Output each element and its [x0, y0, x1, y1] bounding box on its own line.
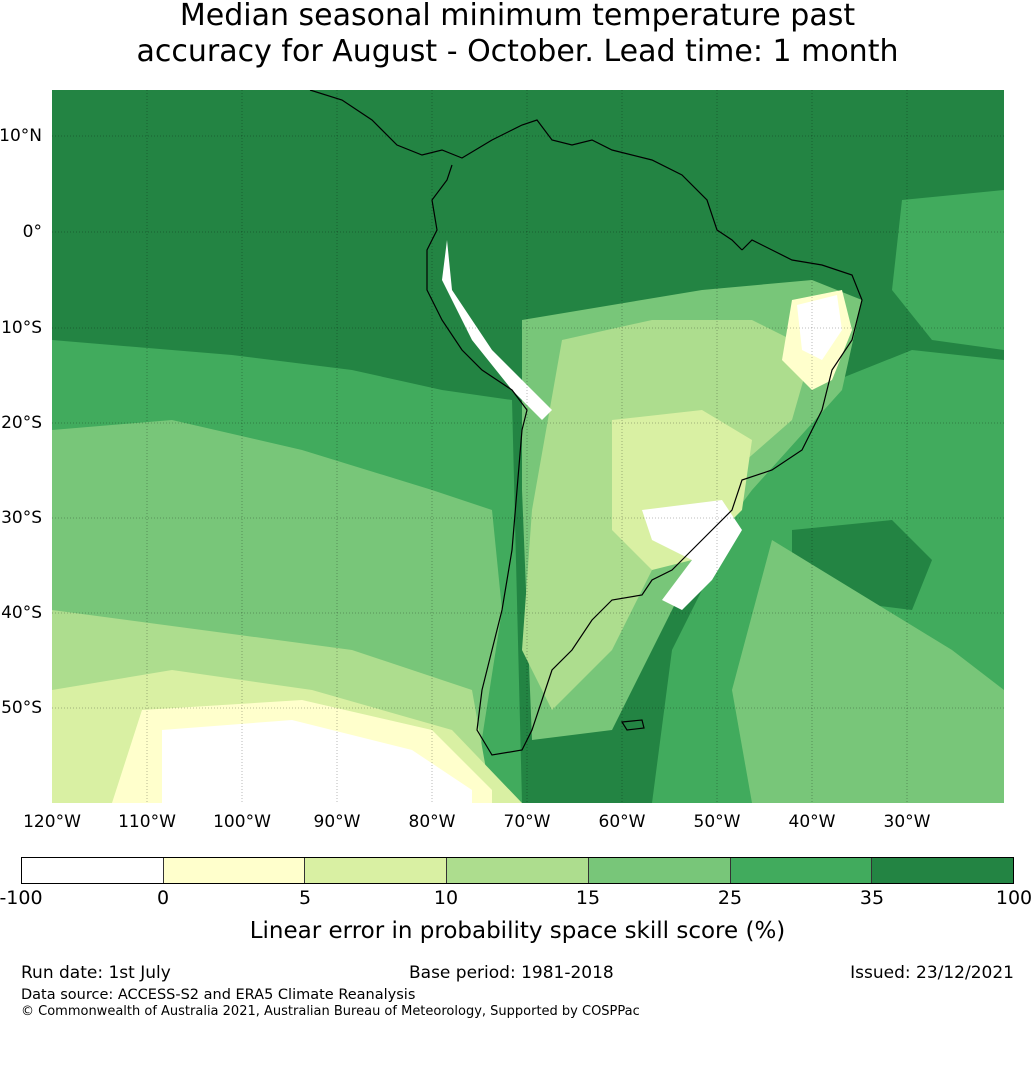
colorbar-tick: 15: [575, 887, 601, 909]
lon-label-110w: 110°W: [118, 812, 176, 832]
lat-label-10n: 10°N: [0, 126, 42, 146]
lon-label-120w: 120°W: [23, 812, 81, 832]
colorbar-tick: 5: [298, 887, 312, 909]
colorbar-bin-4: [588, 858, 731, 883]
colorbar-bin-5: [730, 858, 873, 883]
zone-negative-south: [162, 720, 472, 803]
data-source: Data source: ACCESS-S2 and ERA5 Climate …: [21, 987, 416, 1003]
lon-label-30w: 30°W: [883, 812, 931, 832]
skill-map: [52, 90, 1004, 803]
lat-label-50s: 50°S: [1, 698, 42, 718]
colorbar-label: Linear error in probability space skill …: [249, 918, 786, 944]
lat-label-40s: 40°S: [1, 603, 42, 623]
colorbar-bin-2: [305, 858, 448, 883]
lon-label-100w: 100°W: [213, 812, 271, 832]
colorbar-tick: 100: [995, 887, 1033, 909]
zone-15-25-atlantic: [732, 540, 1004, 803]
lon-label-40w: 40°W: [788, 812, 836, 832]
colorbar-bin-0: [22, 858, 164, 883]
map-title-line2: accuracy for August - October. Lead time…: [136, 34, 899, 69]
colorbar-tick: 25: [717, 887, 743, 909]
lat-label-20s: 20°S: [1, 413, 42, 433]
lat-label-30s: 30°S: [1, 508, 42, 528]
skill-map-svg: [52, 90, 1004, 803]
lon-label-50w: 50°W: [693, 812, 741, 832]
coastline-central-america: [309, 90, 743, 251]
colorbar-tick: 35: [859, 887, 885, 909]
coastline-south-america: [426, 164, 863, 756]
colorbar-bin-3: [447, 858, 589, 883]
base-period: Base period: 1981-2018: [409, 963, 614, 983]
zone-25-35-east-atlantic: [892, 190, 1004, 350]
colorbar-tick: 10: [433, 887, 459, 909]
map-title-line1: Median seasonal minimum temperature past: [179, 0, 856, 33]
copyright: © Commonwealth of Australia 2021, Austra…: [21, 1004, 640, 1019]
colorbar-bin-1: [163, 858, 306, 883]
lat-label-10s: 10°S: [1, 318, 42, 338]
colorbar-tick: -100: [0, 887, 43, 909]
lon-label-90w: 90°W: [313, 812, 361, 832]
run-date: Run date: 1st July: [21, 963, 171, 983]
lon-label-60w: 60°W: [598, 812, 646, 832]
lat-label-0: 0°: [22, 222, 42, 242]
zone-negative-uruguay: [642, 500, 742, 610]
colorbar: [21, 857, 1014, 884]
falkland-islands: [620, 719, 645, 731]
zone-negative-brazil: [797, 295, 842, 360]
colorbar-tick: 0: [156, 887, 170, 909]
zone-negative-andes: [442, 240, 552, 420]
lon-label-70w: 70°W: [503, 812, 551, 832]
graticule: [52, 90, 1004, 803]
lon-label-80w: 80°W: [408, 812, 456, 832]
colorbar-bin-6: [872, 858, 1014, 883]
issued-date: Issued: 23/12/2021: [850, 963, 1014, 983]
